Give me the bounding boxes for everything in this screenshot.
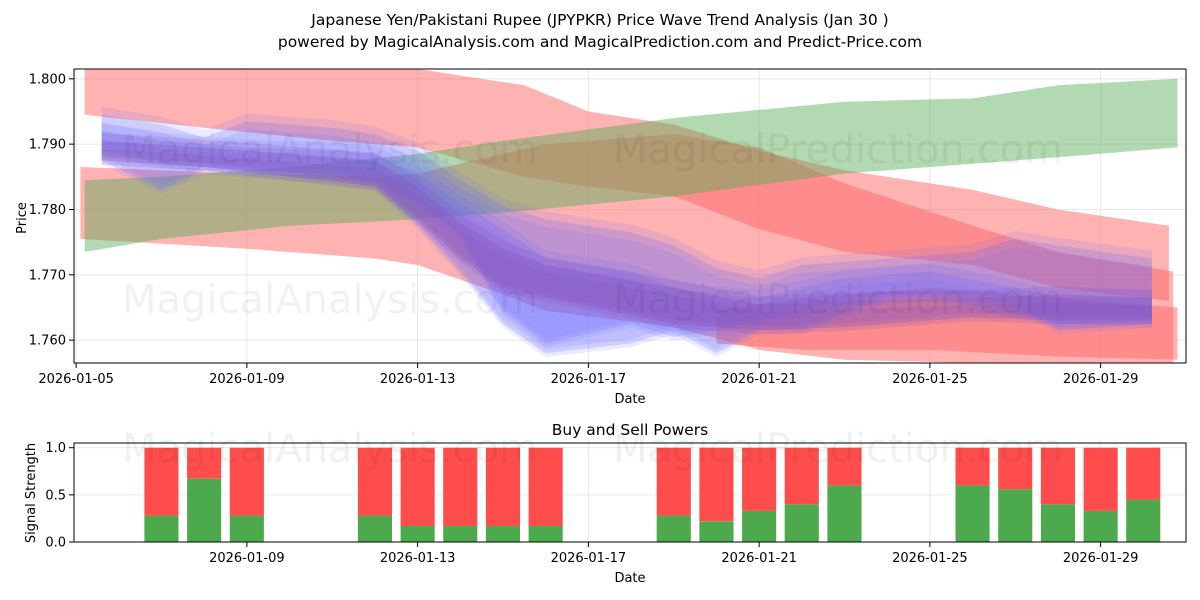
sell-bar-2026-01-15 xyxy=(485,447,520,526)
watermark-analysis-1: MagicalAnalysis.com xyxy=(122,127,538,173)
watermark-analysis-2: MagicalAnalysis.com xyxy=(122,277,538,323)
buy-bar-2026-01-09 xyxy=(229,515,264,542)
sell-bar-2026-01-30 xyxy=(1126,447,1161,500)
buy-sell-y-ticks: 0.0 0.5 1.0 xyxy=(45,441,74,551)
price-x-tick-label: 2026-01-29 xyxy=(1063,372,1139,387)
band-blue-4-layer-1 xyxy=(101,122,1152,358)
buy-sell-y-tick-label: 0.5 xyxy=(45,488,66,503)
price-x-tick-label: 2026-01-25 xyxy=(892,372,968,387)
price-x-tick-label: 2026-01-09 xyxy=(209,372,285,387)
price-y-tick-label: 1.790 xyxy=(29,138,66,153)
buy-bar-2026-01-26 xyxy=(955,485,990,542)
band-blue-5-layer-0 xyxy=(101,123,1152,340)
chart-title-line2: powered by MagicalAnalysis.com and Magic… xyxy=(278,33,922,51)
buy-sell-x-tick-label: 2026-01-17 xyxy=(551,551,627,566)
buy-sell-y-tick-label: 1.0 xyxy=(45,441,66,456)
buy-bar-2026-01-29 xyxy=(1083,510,1118,542)
price-wave-panel: MagicalAnalysis.com MagicalPrediction.co… xyxy=(15,68,1187,407)
price-y-label: Price xyxy=(15,202,30,234)
sell-bar-2026-01-08 xyxy=(187,447,222,479)
buy-bar-2026-01-30 xyxy=(1126,499,1161,542)
watermark-prediction-2: MagicalPrediction.com xyxy=(613,277,1063,323)
price-x-ticks: 2026-01-05 2026-01-09 2026-01-13 2026-01-17… xyxy=(38,363,1138,387)
sell-bar-2026-01-07 xyxy=(144,447,179,516)
buy-sell-x-tick-label: 2026-01-29 xyxy=(1063,551,1139,566)
buy-bar-2026-01-28 xyxy=(1040,504,1075,542)
band-blue-5 xyxy=(101,131,1152,344)
sell-bar-2026-01-09 xyxy=(229,447,264,516)
price-y-tick-label: 1.800 xyxy=(29,72,66,87)
buy-bar-2026-01-22 xyxy=(784,504,819,542)
band-red-2 xyxy=(716,287,1178,360)
buy-sell-title: Buy and Sell Powers xyxy=(552,421,709,439)
buy-sell-panel: Buy and Sell Powers MagicalAnalysis.com … xyxy=(24,421,1187,586)
price-y-tick-label: 1.770 xyxy=(29,268,66,283)
sell-bar-2026-01-20 xyxy=(699,447,734,522)
chart-title-line1: Japanese Yen/Pakistani Rupee (JPYPKR) Pr… xyxy=(310,11,888,29)
buy-sell-y-label: Signal Strength xyxy=(24,443,39,543)
price-x-tick-label: 2026-01-13 xyxy=(380,372,456,387)
sell-bar-2026-01-28 xyxy=(1040,447,1075,505)
buy-sell-x-ticks: 2026-01-09 2026-01-13 2026-01-17 2026-01-21… xyxy=(209,542,1138,566)
buy-bar-2026-01-20 xyxy=(699,521,734,542)
sell-bar-2026-01-26 xyxy=(955,447,990,486)
sell-bar-2026-01-16 xyxy=(528,447,563,526)
band-blue-5-layer-1 xyxy=(101,138,1152,348)
price-y-tick-label: 1.760 xyxy=(29,334,66,349)
buy-sell-axes-frame xyxy=(73,442,1187,543)
sell-bar-2026-01-13 xyxy=(400,447,435,526)
sell-bar-2026-01-14 xyxy=(443,447,478,526)
band-green-3 xyxy=(84,78,1178,252)
sell-bar-2026-01-12 xyxy=(357,447,392,516)
buy-sell-x-tick-label: 2026-01-09 xyxy=(209,551,285,566)
watermark-analysis-3: MagicalAnalysis.com xyxy=(122,426,538,472)
price-x-tick-label: 2026-01-21 xyxy=(721,372,797,387)
price-axes-frame xyxy=(73,68,1187,364)
price-x-tick-label: 2026-01-17 xyxy=(551,372,627,387)
price-x-label: Date xyxy=(614,392,645,407)
buy-sell-x-label: Date xyxy=(614,571,645,586)
buy-bar-2026-01-19 xyxy=(656,515,691,542)
watermark-prediction-1: MagicalPrediction.com xyxy=(613,127,1063,173)
watermark-prediction-3: MagicalPrediction.com xyxy=(613,426,1063,472)
sell-bar-2026-01-27 xyxy=(998,447,1033,490)
buy-bar-2026-01-27 xyxy=(998,489,1033,542)
buy-bar-2026-01-16 xyxy=(528,526,563,542)
sell-bar-2026-01-29 xyxy=(1083,447,1118,511)
price-x-tick-label: 2026-01-05 xyxy=(38,372,114,387)
sell-bar-2026-01-23 xyxy=(827,447,862,486)
price-y-tick-label: 1.780 xyxy=(29,203,66,218)
buy-sell-x-tick-label: 2026-01-13 xyxy=(380,551,456,566)
band-blue-4-layer-0 xyxy=(101,106,1152,350)
price-bands xyxy=(80,69,1178,363)
band-purple-6 xyxy=(101,140,1152,331)
band-blue-4 xyxy=(101,114,1152,354)
buy-sell-x-tick-label: 2026-01-21 xyxy=(721,551,797,566)
band-purple-6-layer-1 xyxy=(101,148,1152,335)
buy-bar-2026-01-13 xyxy=(400,526,435,542)
buy-sell-x-tick-label: 2026-01-25 xyxy=(892,551,968,566)
buy-bar-2026-01-08 xyxy=(187,478,222,542)
buy-sell-bars xyxy=(144,447,1161,542)
buy-bar-2026-01-12 xyxy=(357,515,392,542)
buy-bar-2026-01-14 xyxy=(443,526,478,542)
sell-bar-2026-01-19 xyxy=(656,447,691,516)
price-y-ticks: 1.760 1.770 1.780 1.790 1.800 xyxy=(29,72,74,349)
buy-bar-2026-01-21 xyxy=(742,510,777,542)
buy-bar-2026-01-23 xyxy=(827,485,862,542)
sell-bar-2026-01-22 xyxy=(784,447,819,505)
buy-sell-y-tick-label: 0.0 xyxy=(45,536,66,551)
buy-bar-2026-01-15 xyxy=(485,526,520,542)
sell-bar-2026-01-21 xyxy=(742,447,777,511)
buy-bar-2026-01-07 xyxy=(144,515,179,542)
band-purple-6-layer-0 xyxy=(101,133,1152,327)
